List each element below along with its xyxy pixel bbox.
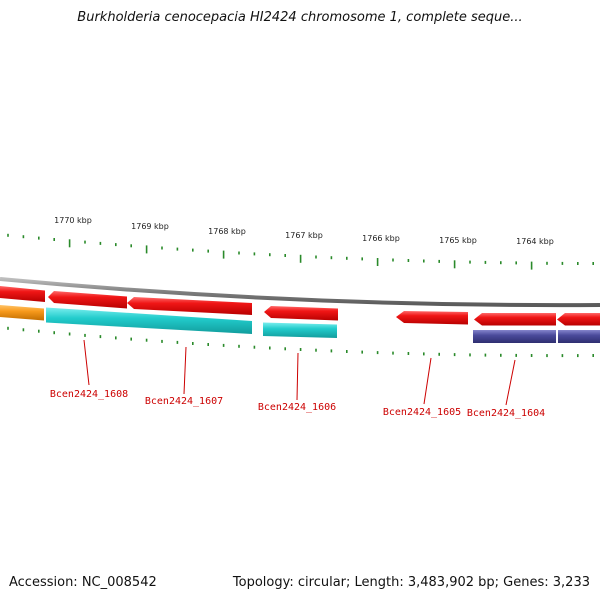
gene-reverse-purple-1604a[interactable] — [473, 330, 556, 343]
gene-forward-1608[interactable] — [48, 291, 127, 309]
accession-text: Accession: NC_008542 — [9, 575, 157, 590]
outer-tick-row — [7, 233, 595, 270]
gene-label-1604[interactable]: Bcen2424_1604 — [467, 408, 545, 419]
gene-forward-1603[interactable] — [557, 313, 600, 326]
gene-forward-1605[interactable] — [396, 311, 468, 325]
gene-label-1606[interactable]: Bcen2424_1606 — [258, 402, 336, 413]
gene-reverse-purple-1604b[interactable] — [558, 330, 600, 343]
gene-reverse-orange[interactable] — [0, 305, 44, 321]
chromosome-backbone — [0, 277, 600, 308]
gene-reverse-cyan-1606[interactable] — [263, 322, 337, 339]
gene-reverse-cyan-1608[interactable] — [46, 307, 252, 335]
gene-forward-1604[interactable] — [474, 313, 556, 326]
gene-forward-1606[interactable] — [264, 306, 338, 321]
gene-label-1607[interactable]: Bcen2424_1607 — [145, 396, 223, 407]
genome-summary-text: Topology: circular; Length: 3,483,902 bp… — [232, 575, 590, 590]
map-title: Burkholderia cenocepacia HI2424 chromoso… — [77, 10, 523, 25]
kbp-label-1768: 1768 kbp — [208, 227, 246, 236]
gene-forward-1607[interactable] — [127, 297, 252, 315]
leader-line-1606 — [296, 352, 299, 401]
leader-line-1608 — [83, 339, 90, 386]
kbp-label-1770: 1770 kbp — [54, 216, 92, 225]
leader-line-1604 — [505, 359, 516, 406]
leader-line-1607 — [183, 346, 187, 395]
gene-label-1605[interactable]: Bcen2424_1605 — [383, 407, 461, 418]
kbp-label-1764: 1764 kbp — [516, 237, 554, 246]
kbp-label-1766: 1766 kbp — [362, 234, 400, 243]
kbp-label-1767: 1767 kbp — [285, 231, 323, 240]
inner-tick-row — [7, 326, 595, 358]
kbp-label-1765: 1765 kbp — [439, 236, 477, 245]
gene-forward-1609[interactable] — [0, 286, 45, 302]
gene-label-1608[interactable]: Bcen2424_1608 — [50, 389, 128, 400]
kbp-label-1769: 1769 kbp — [131, 222, 169, 231]
leader-line-1605 — [423, 357, 432, 405]
